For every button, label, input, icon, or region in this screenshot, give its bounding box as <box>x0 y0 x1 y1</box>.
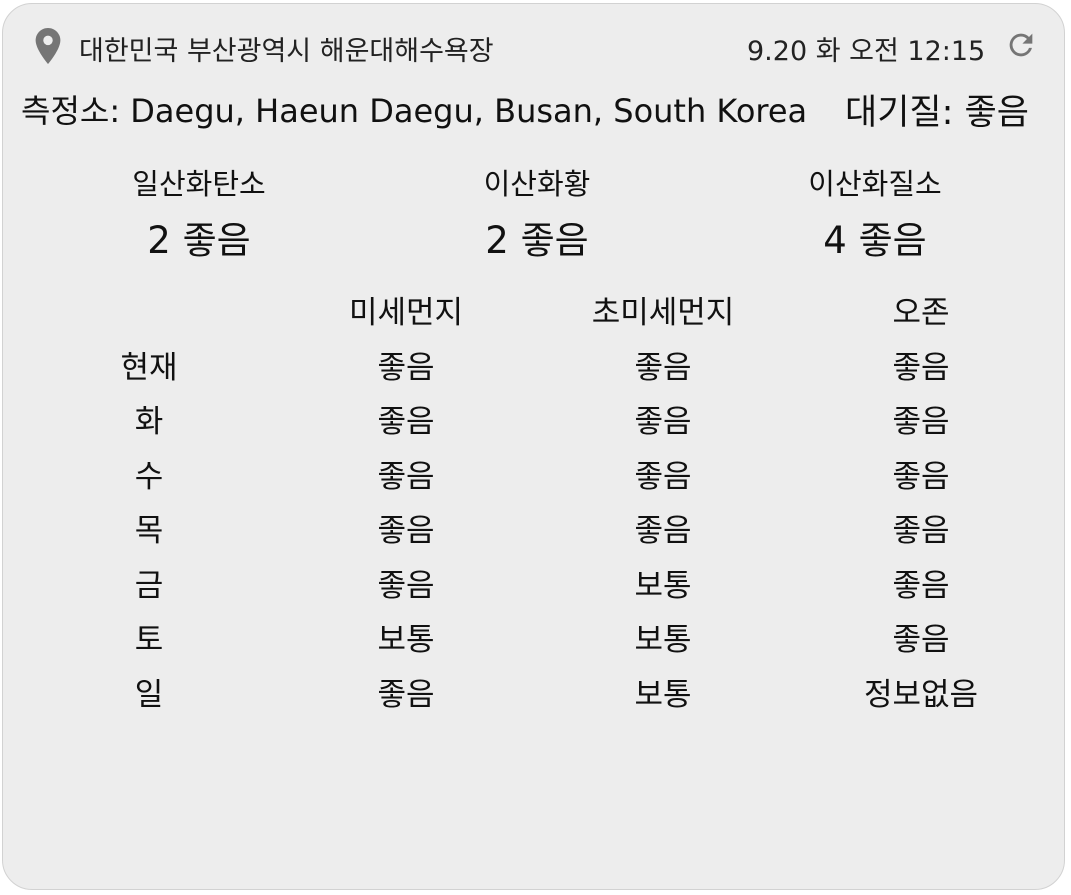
ozone-value: 좋음 <box>892 567 950 604</box>
air-quality-widget: 대한민국 부산광역시 해운대해수욕장 9.20 화 오전 12:15 측정소: … <box>2 3 1065 890</box>
fine-dust-value: 좋음 <box>377 513 435 549</box>
widget-top-bar: 대한민국 부산광역시 해운대해수욕장 9.20 화 오전 12:15 <box>3 22 1064 68</box>
ultrafine-dust-value: 좋음 <box>634 513 692 549</box>
gas-carbon-monoxide: 일산화탄소 2 좋음 <box>79 164 319 264</box>
forecast-row: 수 좋음 좋음 좋음 <box>3 450 1066 505</box>
day-label: 수 <box>134 458 164 495</box>
column-header-ozone: 오존 <box>892 295 950 331</box>
fine-dust-value: 좋음 <box>377 458 435 495</box>
location-label[interactable]: 대한민국 부산광역시 해운대해수욕장 <box>79 36 494 67</box>
column-header-fine-dust: 미세먼지 <box>348 295 464 331</box>
ultrafine-dust-value: 좋음 <box>634 349 692 386</box>
forecast-row: 목 좋음 좋음 좋음 <box>3 504 1066 559</box>
ultrafine-dust-value: 보통 <box>634 567 692 604</box>
gas-value: 4 좋음 <box>823 219 927 262</box>
forecast-row: 화 좋음 좋음 좋음 <box>3 395 1066 450</box>
day-label: 토 <box>134 622 164 658</box>
ozone-value: 좋음 <box>892 349 950 386</box>
forecast-row: 일 좋음 보통 정보없음 <box>3 668 1066 723</box>
gas-name: 이산화질소 <box>808 167 942 201</box>
forecast-row: 토 보통 보통 좋음 <box>3 613 1066 668</box>
forecast-table: 미세먼지 초미세먼지 오존 현재 좋음 좋음 좋음 화 좋음 좋음 좋음 수 좋… <box>3 286 1066 722</box>
fine-dust-value: 좋음 <box>377 404 435 440</box>
ozone-value: 좋음 <box>892 513 950 549</box>
day-label: 현재 <box>120 349 178 386</box>
fine-dust-value: 좋음 <box>377 676 435 713</box>
ultrafine-dust-value: 보통 <box>634 622 692 658</box>
station-label: 측정소: Daegu, Haeun Daegu, Busan, South Ko… <box>21 92 808 130</box>
day-label: 일 <box>134 676 164 713</box>
fine-dust-value: 좋음 <box>377 567 435 604</box>
ozone-value: 정보없음 <box>863 676 979 713</box>
gas-name: 이산화황 <box>483 167 591 201</box>
gas-value: 2 좋음 <box>485 219 589 262</box>
forecast-row: 현재 좋음 좋음 좋음 <box>3 341 1066 396</box>
ultrafine-dust-value: 좋음 <box>634 458 692 495</box>
ultrafine-dust-value: 좋음 <box>634 404 692 440</box>
ozone-value: 좋음 <box>892 458 950 495</box>
ozone-value: 좋음 <box>892 622 950 658</box>
ultrafine-dust-value: 보통 <box>634 676 692 713</box>
column-header-ultrafine-dust: 초미세먼지 <box>591 295 735 331</box>
map-pin-icon <box>35 28 61 64</box>
gas-nitrogen-dioxide: 이산화질소 4 좋음 <box>755 164 995 264</box>
updated-datetime: 9.20 화 오전 12:15 <box>747 36 986 67</box>
forecast-header-row: 미세먼지 초미세먼지 오존 <box>3 286 1066 341</box>
day-label: 화 <box>134 404 164 440</box>
gas-name: 일산화탄소 <box>132 167 266 201</box>
forecast-row: 금 좋음 보통 좋음 <box>3 559 1066 614</box>
fine-dust-value: 좋음 <box>377 349 435 386</box>
fine-dust-value: 보통 <box>377 622 435 658</box>
day-label: 목 <box>134 513 164 549</box>
gas-sulfur-dioxide: 이산화황 2 좋음 <box>417 164 657 264</box>
gas-value: 2 좋음 <box>147 219 251 262</box>
day-label: 금 <box>134 567 164 604</box>
refresh-icon[interactable] <box>1004 28 1038 62</box>
ozone-value: 좋음 <box>892 404 950 440</box>
air-quality-summary: 대기질: 좋음 <box>845 93 1029 133</box>
